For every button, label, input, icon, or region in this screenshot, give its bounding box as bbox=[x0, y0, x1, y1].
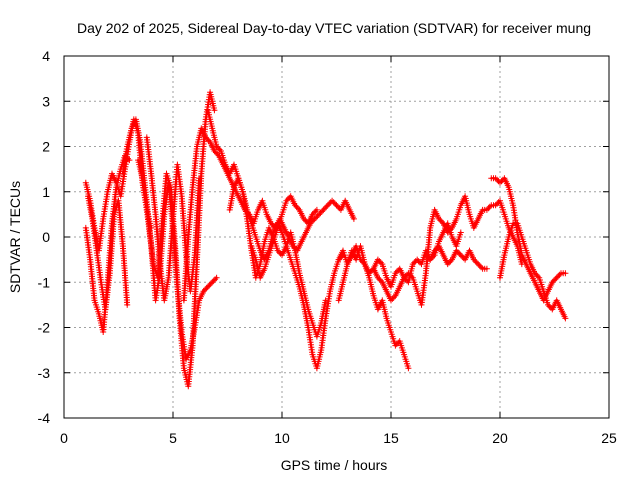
y-tick-label: -2 bbox=[38, 320, 51, 336]
grid bbox=[64, 56, 609, 418]
x-tick-label: 20 bbox=[492, 430, 508, 446]
y-tick-label: 1 bbox=[42, 184, 50, 200]
series-markers-sat-f bbox=[143, 134, 203, 304]
series-markers-sat-n bbox=[422, 243, 490, 272]
series-markers-sat-g bbox=[180, 125, 357, 304]
series-markers-sat-m bbox=[370, 193, 525, 308]
axes: 0 5 10 15 20 25 -4 -3 -2 -1 0 1 2 3 4 bbox=[38, 48, 617, 446]
series-markers-sat-c bbox=[85, 193, 131, 313]
chart-title: Day 202 of 2025, Sidereal Day-to-day VTE… bbox=[77, 20, 591, 36]
series-markers-sat-o bbox=[488, 175, 569, 304]
data-layer bbox=[82, 89, 569, 390]
x-tick-label: 5 bbox=[169, 430, 177, 446]
y-tick-label: 3 bbox=[42, 93, 50, 109]
x-tick-label: 25 bbox=[601, 430, 617, 446]
y-axis-label: SDTVAR / TECUs bbox=[7, 181, 23, 293]
series-markers-sat-p bbox=[497, 220, 569, 322]
x-axis-label: GPS time / hours bbox=[281, 457, 388, 473]
x-tick-label: 0 bbox=[60, 430, 68, 446]
y-tick-label: -3 bbox=[38, 365, 51, 381]
y-tick-label: 2 bbox=[42, 139, 50, 155]
y-tick-label: 0 bbox=[42, 229, 50, 245]
y-tick-label: -1 bbox=[38, 274, 51, 290]
x-tick-label: 15 bbox=[383, 430, 399, 446]
series-markers-sat-j bbox=[248, 193, 320, 281]
series-trace-sat-d bbox=[121, 91, 216, 388]
x-tick-label: 10 bbox=[274, 430, 290, 446]
y-tick-label: -4 bbox=[38, 410, 51, 426]
y-tick-label: 4 bbox=[42, 48, 50, 64]
